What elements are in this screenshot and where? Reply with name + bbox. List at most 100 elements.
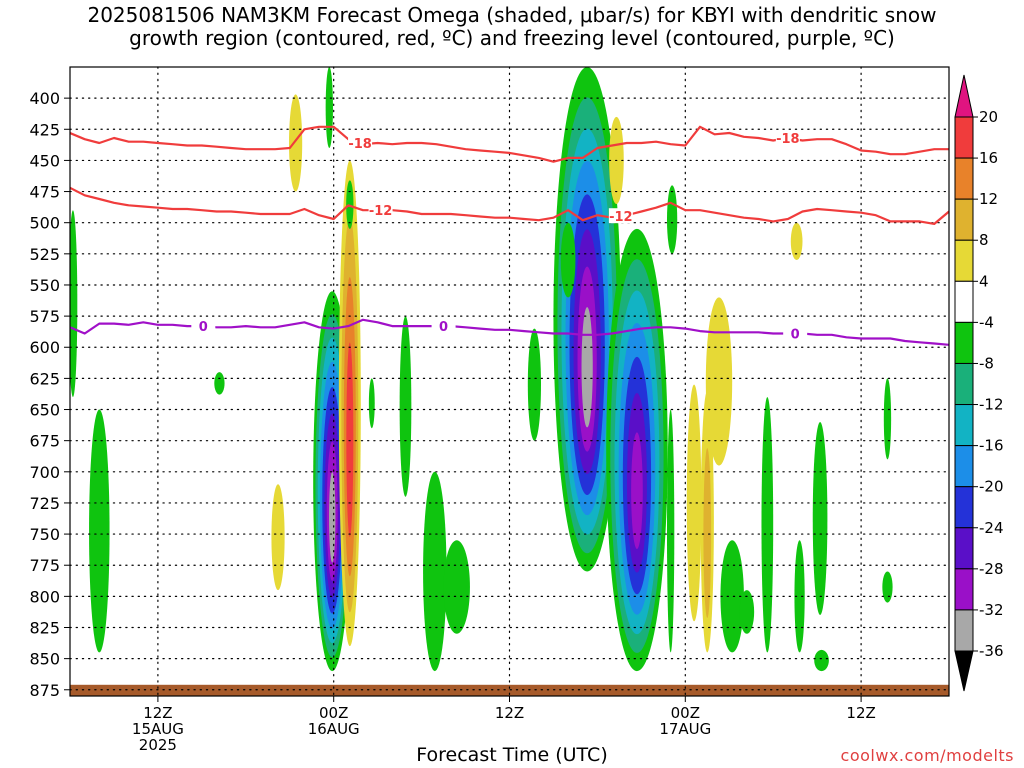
colorbar-label-8: -16	[979, 437, 1004, 455]
contour-label-layer: -18 -18 -12 -12 0 0 0	[191, 129, 808, 343]
x-tick-label-0-1: 15AUG	[132, 720, 184, 738]
omega-cell-19-level-1	[686, 384, 702, 622]
ground-layer	[70, 684, 949, 696]
y-tick-label-650: 650	[29, 401, 60, 420]
x-tick-label-1-0: 00Z	[319, 704, 348, 722]
omega-cell-21-level-1	[666, 409, 675, 653]
omega-cell-3-level-4	[346, 342, 354, 537]
omega-cell-26-level-1	[812, 421, 828, 616]
y-tick-label-850: 850	[29, 650, 60, 669]
y-tick-label-525: 525	[29, 245, 60, 264]
colorbar-label-13: -36	[979, 642, 1004, 660]
omega-cell-10-level-1	[423, 471, 447, 672]
contour-label-bg-2-0	[191, 318, 216, 334]
colorbar-label-4: 4	[979, 272, 989, 290]
y-axis: 400 425 450 475 500 525 550 575 600 625 650 675 700 7…	[29, 89, 70, 700]
omega-cell-9-level-1	[399, 316, 412, 497]
omega-cell-0-level-1	[289, 94, 303, 192]
colorbar-label-9: -20	[979, 478, 1004, 496]
colorbar-label-6: -8	[979, 354, 994, 372]
y-tick-label-600: 600	[29, 338, 60, 357]
chart-title-line-1: 2025081506 NAM3KM Forecast Omega (shaded…	[87, 3, 937, 27]
colorbar-bin-0	[954, 116, 974, 159]
y-tick-label-725: 725	[29, 494, 60, 513]
y-tick-label-400: 400	[29, 89, 60, 108]
omega-cell-27-level-1	[814, 649, 829, 672]
contour-label-0-0: -18	[348, 137, 372, 152]
contour-line-0	[70, 125, 949, 163]
ground-strip	[70, 684, 949, 696]
x-tick-label-3-1: 17AUG	[659, 720, 711, 738]
omega-cell-6-level-1	[214, 372, 225, 395]
omega-cell-22-level-1	[720, 540, 744, 653]
y-tick-label-450: 450	[29, 151, 60, 170]
contour-label-1-0: -12	[369, 204, 393, 219]
colorbar-bin-4	[954, 280, 974, 323]
x-tick-label-3-0: 00Z	[671, 704, 700, 722]
colorbar-label-1: 16	[979, 149, 998, 167]
omega-cell-8-level-1	[70, 210, 78, 398]
colorbar-bin-8	[954, 445, 974, 488]
x-axis-title: Forecast Time (UTC)	[416, 744, 608, 766]
colorbar-bin-12	[954, 609, 974, 652]
colorbar-bin-7	[954, 404, 974, 447]
contour-label-2-2: 0	[791, 328, 800, 343]
contour-label-bg-2-2	[783, 325, 808, 341]
contour-label-0-1: -18	[776, 132, 800, 147]
contour-label-2-0: 0	[199, 320, 208, 335]
y-tick-label-500: 500	[29, 214, 60, 233]
colorbar-bin-6	[954, 362, 974, 406]
omega-shading-layer	[70, 67, 893, 672]
colorbar-label-0: 20	[979, 108, 998, 126]
colorbar-top-arrow	[954, 74, 974, 118]
contour-label-bg-1-1	[608, 208, 633, 224]
omega-cell-13-level-8	[581, 307, 593, 428]
y-tick-label-750: 750	[29, 525, 60, 544]
colorbar-label-2: 12	[979, 190, 998, 208]
omega-cell-12-level-1	[368, 378, 375, 429]
colorbar-bin-9	[954, 486, 974, 529]
y-tick-label-575: 575	[29, 307, 60, 326]
colorbar-bin-5	[954, 321, 974, 364]
omega-cell-29-level-1	[882, 571, 893, 603]
colorbar-label-5: -4	[979, 313, 994, 331]
omega-cell-14-level-7	[631, 432, 643, 550]
y-tick-label-475: 475	[29, 183, 60, 202]
contour-label-1-1: -12	[609, 210, 633, 225]
contour-label-bg-0-0	[348, 135, 373, 151]
colorbar-label-3: 8	[979, 231, 989, 249]
omega-cell-25-level-1	[794, 540, 805, 653]
y-tick-label-675: 675	[29, 432, 60, 451]
x-tick-label-2-0: 12Z	[495, 704, 524, 722]
colorbar-label-10: -24	[979, 519, 1004, 537]
contour-label-bg-0-1	[775, 129, 800, 145]
colorbar-bin-1	[954, 157, 974, 200]
omega-cell-7-level-1	[89, 409, 110, 653]
omega-cell-20-level-2	[703, 448, 712, 619]
y-tick-label-700: 700	[29, 463, 60, 482]
y-tick-label-875: 875	[29, 681, 60, 700]
chart-title-line-2: growth region (contoured, red, ºC) and f…	[129, 26, 895, 50]
omega-cell-4-level-1	[346, 180, 354, 229]
contour-label-bg-1-0	[368, 202, 393, 218]
colorbar-label-12: -32	[979, 601, 1004, 619]
y-tick-label-425: 425	[29, 120, 60, 139]
colorbar-bin-11	[954, 568, 974, 611]
x-tick-label-4-0: 12Z	[846, 704, 875, 722]
y-tick-label-800: 800	[29, 587, 60, 606]
omega-cell-2-level-8	[329, 472, 336, 563]
y-tick-label-775: 775	[29, 556, 60, 575]
contour-label-2-1: 0	[439, 320, 448, 335]
colorbar-bottom-arrow	[954, 650, 974, 692]
credit-text: coolwx.com/modelts	[840, 746, 1014, 765]
x-tick-label-1-1: 16AUG	[308, 720, 360, 738]
omega-cell-16-level-1	[527, 328, 541, 441]
colorbar-bin-10	[954, 527, 974, 570]
omega-cell-5-level-1	[271, 484, 285, 591]
omega-cell-28-level-1	[883, 378, 892, 460]
y-tick-label-825: 825	[29, 618, 60, 637]
omega-cell-18-level-1	[705, 297, 733, 466]
colorbar-label-11: -28	[979, 560, 1004, 578]
